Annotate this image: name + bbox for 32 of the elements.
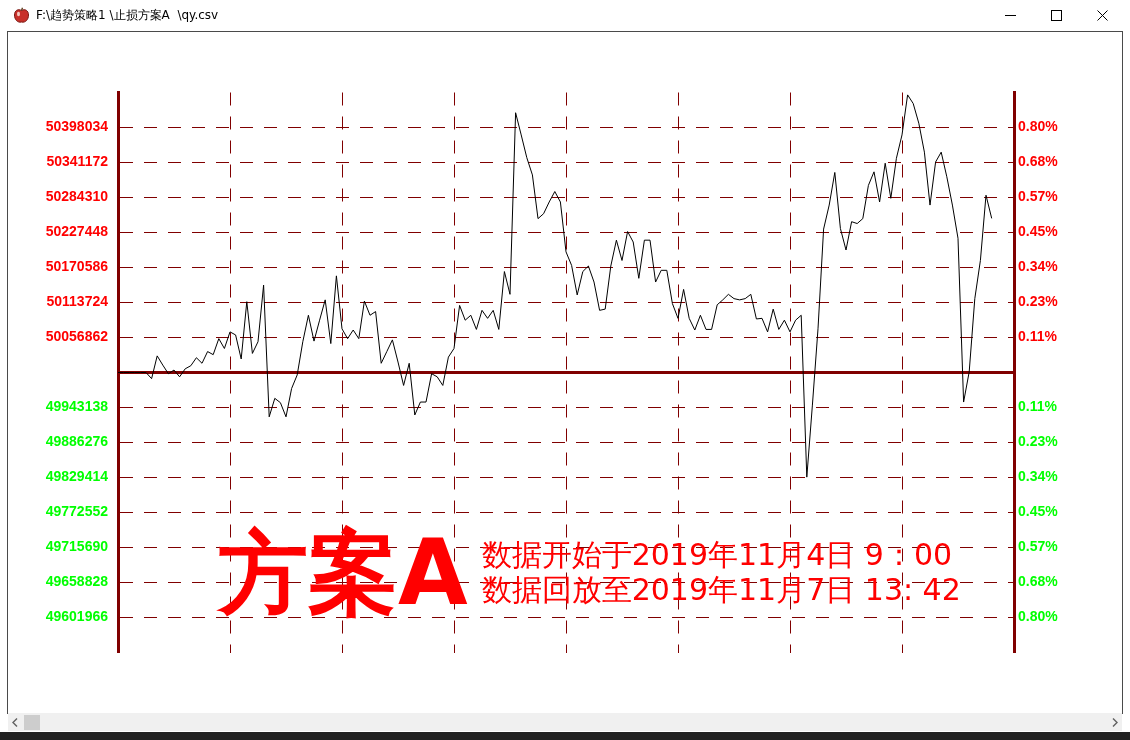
y3-tick-label: 0.45% [1018, 503, 1059, 520]
y-tick-label: 50227448 [45, 223, 109, 240]
y2-tick-label: 0.57% [1018, 188, 1059, 205]
y3-tick-label: 0.34% [1018, 468, 1059, 485]
y3-tick-label: 0.68% [1018, 573, 1059, 590]
y-tick-label: 49829414 [45, 468, 109, 485]
y-tick-label: 50113724 [46, 293, 109, 310]
y-tick-label: 49886276 [45, 433, 109, 450]
y3-tick-label: 0.80% [1018, 608, 1059, 625]
chart-title: F:\趋势策略1 \止损方案A \qy.csv [36, 8, 219, 23]
y2-tick-label: 0.11% [1018, 328, 1058, 345]
y-tick-label: 50056862 [45, 328, 109, 345]
y3-tick-label: 0.11% [1018, 398, 1058, 415]
y-tick-label: 49601966 [45, 608, 109, 625]
annotation: 方案A [216, 519, 468, 625]
y-tick-label: 49943138 [45, 398, 109, 415]
annotation: 数据开始于2019年11月4日 9：00 [481, 536, 953, 572]
y3-tick-label: 0.57% [1018, 538, 1059, 555]
y-tick-label: 50170586 [45, 258, 109, 275]
y-tick-label: 49658828 [45, 573, 109, 590]
y2-tick-label: 0.23% [1018, 293, 1059, 310]
y2-tick-label: 0.68% [1018, 153, 1059, 170]
y2-tick-label: 0.45% [1018, 223, 1059, 240]
annotation: 数据回放至2019年11月7日 13: 42 [481, 571, 961, 607]
y2-tick-label: 0.80% [1018, 118, 1059, 135]
y-tick-label: 50284310 [45, 188, 109, 205]
y-tick-label: 49715690 [45, 538, 109, 555]
y-tick-label: 50341172 [46, 153, 109, 170]
y-tick-label: 49772552 [45, 503, 109, 520]
y2-tick-label: 0.34% [1018, 258, 1059, 275]
y-tick-label: 50398034 [45, 118, 109, 135]
y3-tick-label: 0.23% [1018, 433, 1059, 450]
